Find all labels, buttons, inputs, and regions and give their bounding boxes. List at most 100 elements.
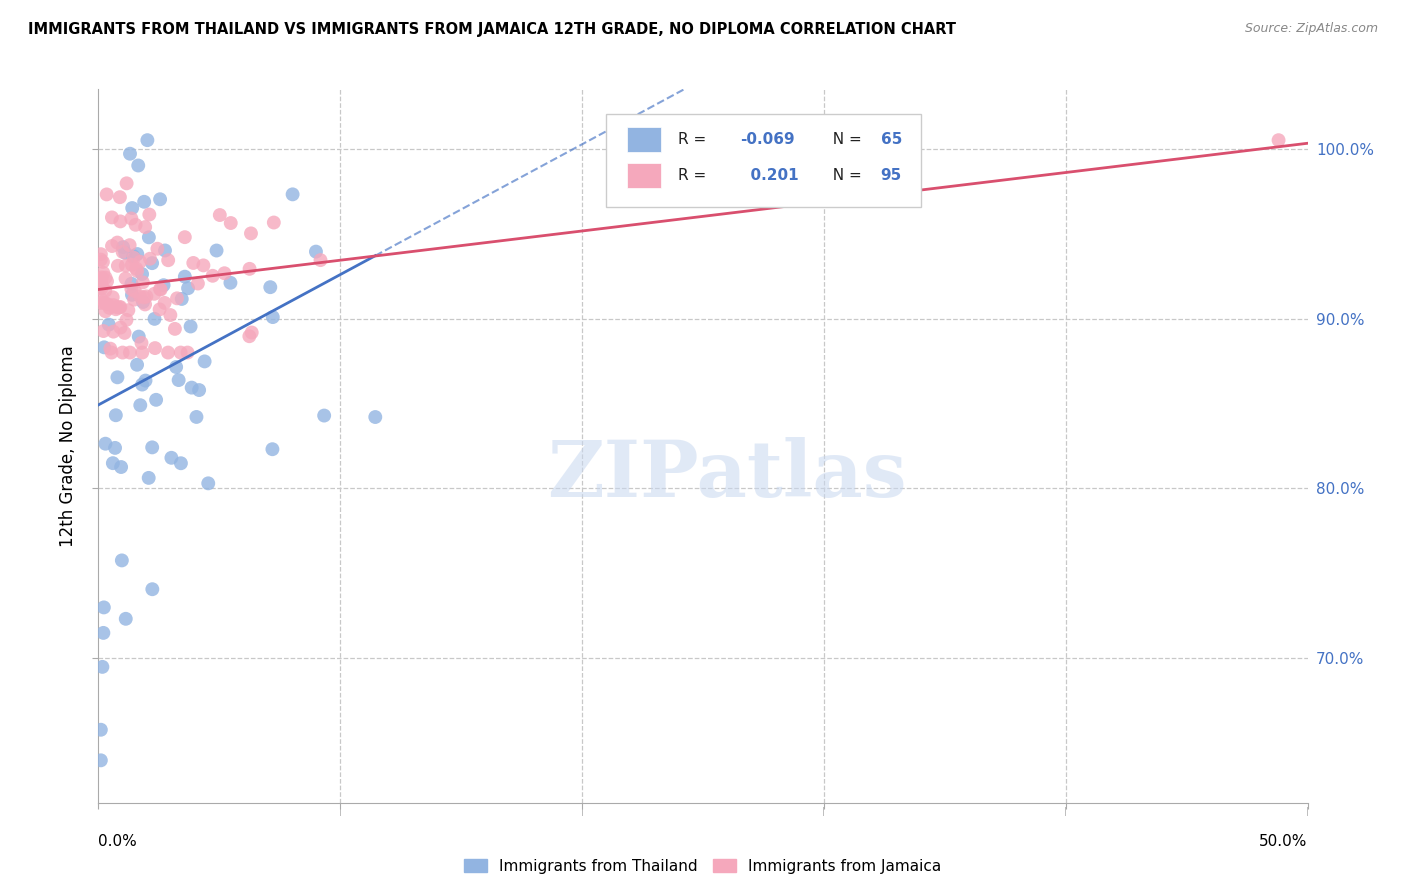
Legend: Immigrants from Thailand, Immigrants from Jamaica: Immigrants from Thailand, Immigrants fro… (458, 853, 948, 880)
Point (93, 340, 115, 354)
Point (110, 300, 132, 314)
Point (165, 359, 187, 374)
Point (193, 259, 215, 273)
Point (262, 442, 284, 457)
Point (364, 410, 387, 425)
Point (146, 242, 169, 256)
Point (90, 252, 112, 267)
Point (238, 329, 260, 343)
Point (90, 272, 112, 286)
Point (138, 471, 160, 485)
Point (135, 289, 157, 303)
Point (111, 553, 134, 567)
Point (120, 282, 142, 296)
Text: |: | (581, 807, 583, 816)
Point (112, 240, 135, 254)
Text: 95: 95 (880, 168, 903, 183)
Point (107, 259, 129, 273)
Point (167, 373, 190, 387)
Point (205, 244, 228, 258)
Point (180, 381, 202, 395)
Point (157, 345, 180, 359)
Point (149, 192, 172, 206)
Text: -0.069: -0.069 (741, 132, 796, 147)
Point (105, 301, 128, 315)
Point (219, 216, 242, 230)
Point (111, 345, 134, 359)
Point (187, 277, 209, 291)
Point (263, 215, 285, 229)
Point (114, 612, 136, 626)
Point (129, 254, 152, 268)
Point (149, 282, 172, 296)
Point (118, 238, 141, 252)
Point (104, 409, 127, 423)
Point (118, 146, 141, 161)
Point (94, 284, 117, 298)
Text: R =: R = (678, 168, 710, 183)
Point (91, 660, 114, 674)
Point (101, 239, 124, 253)
Point (134, 194, 156, 209)
Point (181, 256, 204, 270)
Point (152, 278, 174, 293)
Point (240, 326, 263, 340)
Point (101, 211, 124, 225)
Point (97, 297, 120, 311)
Point (111, 244, 134, 259)
Point (127, 247, 149, 261)
Point (91, 278, 114, 293)
Text: 0.201: 0.201 (741, 168, 799, 183)
Point (201, 268, 224, 283)
Point (90, 247, 112, 261)
Point (145, 392, 167, 407)
Point (90, 292, 112, 306)
Point (141, 582, 163, 597)
Point (132, 295, 155, 310)
Point (93, 266, 115, 280)
Point (124, 218, 146, 232)
Point (105, 235, 128, 250)
Point (115, 177, 138, 191)
Point (98, 301, 121, 315)
Point (94, 436, 117, 450)
Point (143, 341, 166, 355)
Y-axis label: 12th Grade, No Diploma: 12th Grade, No Diploma (59, 345, 77, 547)
Text: 0.0%: 0.0% (98, 834, 138, 849)
Point (1267, 133, 1289, 147)
Point (110, 214, 132, 228)
Point (138, 230, 160, 244)
Text: |: | (1306, 807, 1309, 816)
Point (90, 270, 112, 285)
Point (96, 187, 118, 202)
Point (314, 409, 336, 423)
Point (153, 296, 176, 310)
Text: R =: R = (678, 132, 710, 147)
Point (131, 345, 153, 359)
Point (103, 325, 125, 339)
Text: |: | (1064, 807, 1067, 816)
Point (281, 187, 304, 202)
Point (107, 370, 129, 384)
Point (170, 456, 193, 470)
Point (262, 310, 284, 324)
Point (97, 318, 120, 332)
FancyBboxPatch shape (606, 114, 921, 207)
Point (94, 270, 117, 285)
Text: N =: N = (823, 168, 866, 183)
Point (127, 159, 149, 173)
Point (132, 290, 155, 304)
Point (166, 291, 188, 305)
Point (134, 374, 156, 388)
Point (90, 723, 112, 737)
Text: 65: 65 (880, 132, 903, 147)
Point (120, 211, 142, 226)
Point (239, 261, 262, 276)
Text: |: | (339, 807, 342, 816)
Point (91, 255, 114, 269)
Point (127, 264, 149, 278)
Point (121, 288, 143, 302)
Point (186, 409, 208, 424)
Point (93, 324, 115, 338)
Point (110, 320, 132, 334)
